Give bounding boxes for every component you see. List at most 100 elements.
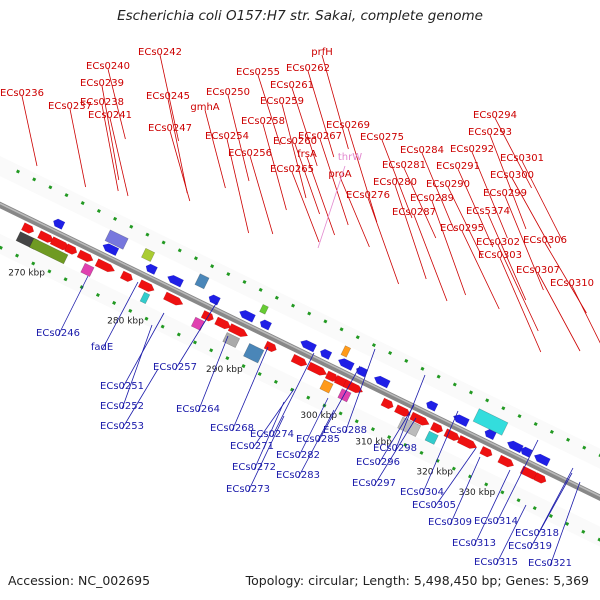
scale-tick — [370, 427, 375, 432]
scale-tick — [210, 264, 215, 269]
forward_labels-label: ECs0242 — [138, 47, 182, 58]
reverse_labels-leader — [101, 281, 139, 351]
scale-tick — [64, 193, 69, 198]
forward_labels-leader — [321, 54, 349, 150]
scale-tick — [96, 208, 101, 213]
scale-tick — [209, 348, 214, 353]
scale-tick — [548, 513, 553, 518]
scale-tick — [258, 287, 263, 292]
forward_labels-label: frsA — [297, 149, 317, 160]
forward-gene-arrow — [380, 397, 394, 410]
forward_labels-label: ECs0275 — [360, 132, 404, 143]
scale-tick — [113, 216, 118, 221]
reverse_labels-label: ECs0246 — [36, 328, 80, 339]
reverse-gene-arrow — [145, 263, 158, 275]
forward_labels-leader — [381, 139, 413, 219]
forward_labels-leader — [471, 151, 508, 239]
reverse_labels-label: ECs0283 — [276, 470, 320, 481]
forward_labels-label: ECs0280 — [373, 177, 417, 188]
scale-tick — [306, 395, 311, 400]
forward_labels-label: ECs0245 — [146, 91, 190, 102]
reverse_labels-leader — [247, 415, 285, 493]
reverse_labels-label: ECs0272 — [232, 462, 276, 473]
feature-box — [337, 388, 352, 403]
forward-gene-arrow — [443, 428, 461, 442]
forward_labels-leader — [262, 123, 287, 211]
forward_labels-leader — [319, 138, 349, 226]
scale-tick — [225, 356, 230, 361]
scale-tick — [226, 272, 231, 277]
forward_labels-label: ECs0238 — [80, 97, 124, 108]
forward_labels-label: ECs0239 — [80, 78, 124, 89]
forward_labels-label: ECs0256 — [228, 148, 272, 159]
reverse_labels-label: ECs0274 — [250, 429, 294, 440]
feature-box — [222, 332, 241, 348]
forward_labels-leader — [489, 134, 527, 230]
reverse_labels-leader — [317, 365, 361, 443]
scale-label: 330 kbp — [459, 488, 496, 498]
scale-tick — [451, 466, 456, 471]
forward_labels-leader — [306, 156, 335, 236]
scale-tick — [532, 506, 537, 511]
reverse-gene-arrow — [102, 243, 120, 257]
forward_labels-label: ECs0255 — [236, 67, 280, 78]
reverse_labels-label: ECs0321 — [528, 558, 572, 569]
reverse_labels-label: ECs0318 — [515, 528, 559, 539]
reverse_labels-leader — [344, 348, 376, 434]
lane-background — [0, 156, 600, 469]
forward_labels-leader — [339, 176, 370, 248]
reverse_labels-leader — [495, 504, 527, 566]
reverse-gene-arrow — [239, 310, 256, 323]
scale-label: 310 kbp — [355, 438, 392, 448]
reverse_labels-leader — [433, 447, 477, 509]
forward_labels-leader — [281, 103, 307, 199]
scale-tick — [323, 319, 328, 324]
forward-gene-arrow — [429, 421, 444, 434]
reverse-gene-arrow — [484, 429, 497, 441]
forward-gene-arrow — [162, 291, 184, 306]
forward_labels-leader — [447, 186, 483, 258]
forward-gene-arrow — [37, 230, 54, 243]
reverse_labels-label: ECs0288 — [323, 425, 367, 436]
scale-tick — [95, 293, 100, 298]
lane-background — [0, 233, 600, 547]
rna-leader — [317, 165, 346, 249]
forward_labels-leader — [167, 98, 188, 194]
reverse_labels-label: ECs0296 — [356, 457, 400, 468]
forward_labels-leader — [169, 130, 191, 202]
reverse_labels-label: ECs0264 — [176, 404, 220, 415]
forward_labels-label: ECs0237 — [48, 101, 92, 112]
reverse_labels-label: ECs0314 — [474, 516, 518, 527]
scale-tick — [419, 450, 424, 455]
forward_labels-leader — [226, 138, 249, 234]
scale-tick — [565, 521, 570, 526]
feature-box — [424, 430, 439, 445]
forward_labels-leader — [413, 214, 448, 302]
forward_labels-leader — [431, 200, 466, 296]
reverse_labels-leader — [57, 275, 89, 337]
forward_labels-leader — [487, 213, 527, 301]
scale-tick — [15, 253, 20, 258]
scale-tick — [0, 245, 3, 250]
reverse_labels-label: ECs0319 — [508, 541, 552, 552]
reverse_labels-label: ECs0271 — [230, 441, 274, 452]
scale-label: 290 kbp — [206, 365, 243, 375]
scale-tick — [354, 419, 359, 424]
forward-gene-arrow — [393, 404, 411, 417]
scale-tick — [597, 537, 600, 542]
scale-tick — [516, 498, 521, 503]
forward_labels-label: ECs0260 — [273, 136, 317, 147]
reverse_labels-label: ECs0285 — [296, 434, 340, 445]
scale-tick — [47, 269, 52, 274]
scale-tick — [387, 435, 392, 440]
forward_labels-label: ECs0302 — [476, 237, 520, 248]
forward_labels-leader — [521, 160, 562, 240]
scale-tick — [388, 350, 393, 355]
forward_labels-leader — [457, 168, 494, 248]
reverse_labels-label: ECs0305 — [412, 500, 456, 511]
reverse-gene-arrow — [53, 218, 66, 230]
reverse_labels-label: ECs0273 — [226, 484, 270, 495]
forward_labels-leader — [461, 230, 500, 310]
forward_labels-label: ECs0281 — [382, 160, 426, 171]
forward_labels-label: ECs0291 — [436, 161, 480, 172]
